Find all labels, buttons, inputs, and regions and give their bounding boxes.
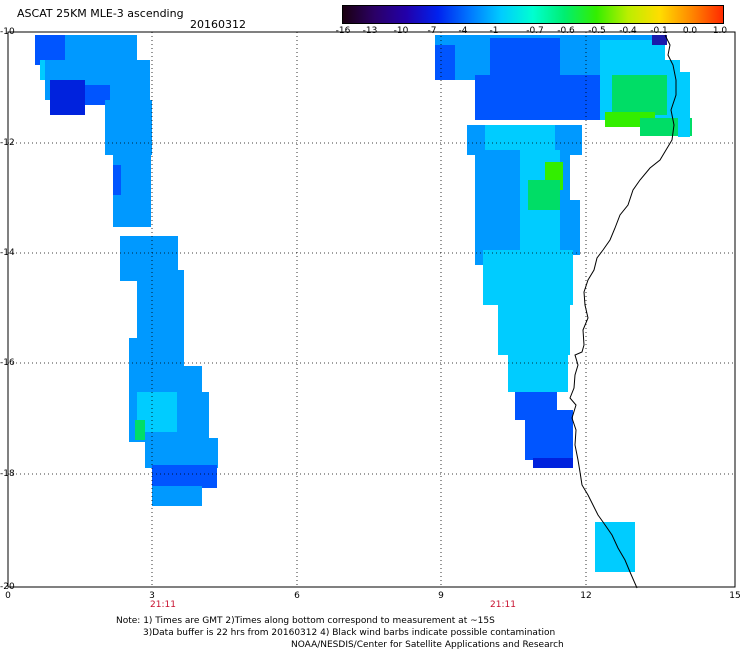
time-label: 21:11 [150,600,176,610]
map-date: 20160312 [190,18,246,31]
wind-cell [565,200,580,255]
wind-cell [528,180,560,210]
plot-frame [7,31,736,588]
colorbar-tick-label: -4 [458,26,468,36]
gridlines [8,32,735,587]
wind-cell [533,458,573,468]
wind-cell [612,75,667,115]
y-tick-label: -20 [0,582,15,592]
wind-cell [475,75,605,120]
wind-cell [113,165,121,195]
y-tick-label: -10 [0,27,15,37]
coastline [569,34,677,589]
wind-cell [145,438,218,468]
wind-cell [50,80,85,115]
x-tick-label: 12 [580,591,592,601]
colorbar [342,5,724,24]
wind-cell [105,100,152,155]
wind-cell [483,250,573,305]
wind-cell [129,338,184,370]
colorbar-tick-label: -7 [427,26,437,36]
y-tick-label: -16 [0,358,15,368]
footnote-line-1: Note: 1) Times are GMT 2)Times along bot… [116,616,495,626]
colorbar-tick-label: -16 [335,26,351,36]
x-tick-label: 3 [149,591,155,601]
wind-cell [490,38,560,78]
map-title: ASCAT 25KM MLE-3 ascending [17,7,184,20]
x-tick-label: 0 [5,591,11,601]
colorbar-tick-label: -0.5 [588,26,606,36]
wind-cell [498,300,570,355]
wind-cell [152,486,202,506]
y-tick-label: -18 [0,469,15,479]
x-tick-label: 9 [438,591,444,601]
y-tick-label: -12 [0,138,15,148]
swath-cells [35,35,692,572]
colorbar-tick-label: -0.4 [619,26,637,36]
wind-cell [137,270,184,340]
wind-cell [152,465,217,488]
wind-cell [129,366,202,394]
wind-cell [652,35,667,45]
x-tick-label: 6 [294,591,300,601]
wind-cell [678,72,690,137]
colorbar-tick-label: -0.7 [526,26,544,36]
colorbar-tick-label: 1.0 [712,26,728,36]
footnote-credit: NOAA/NESDIS/Center for Satellite Applica… [291,640,564,650]
x-tick-label: 15 [729,591,740,601]
colorbar-tick-label: -10 [393,26,409,36]
colorbar-tick-label: -1 [489,26,499,36]
colorbar-fill [343,6,723,23]
wind-cell [435,45,455,80]
wind-cell [135,420,145,440]
footnote-line-2: 3)Data buffer is 22 hrs from 20160312 4)… [143,628,556,638]
colorbar-tick-label: 0.0 [682,26,698,36]
colorbar-tick-label: -0.1 [650,26,668,36]
colorbar-tick-label: -13 [362,26,378,36]
wind-cell [595,522,635,572]
wind-cell [85,85,110,105]
wind-cell [508,350,568,392]
time-label: 21:11 [490,600,516,610]
colorbar-gradient [343,6,723,23]
y-tick-label: -14 [0,248,15,258]
wind-cell [525,410,573,460]
colorbar-tick-label: -0.6 [557,26,575,36]
